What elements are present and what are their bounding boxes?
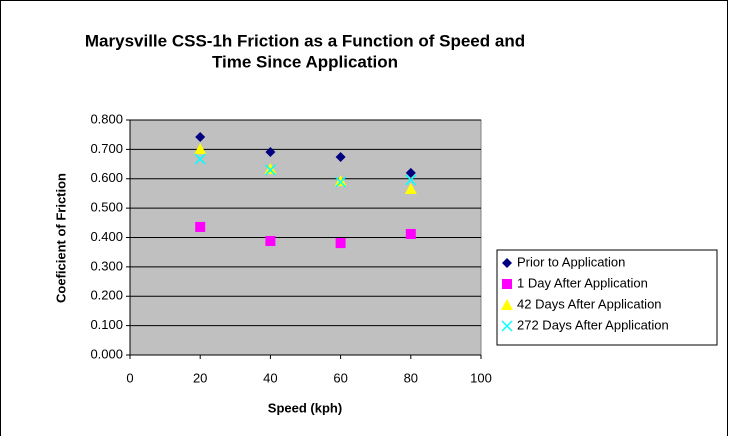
x-tick-label: 40 [263,370,277,385]
y-tick-label: 0.500 [90,200,123,215]
y-tick-label: 0.100 [90,317,123,332]
x-axis-title: Speed (kph) [268,400,342,415]
x-tick-label: 20 [193,370,207,385]
y-tick-label: 0.800 [90,111,123,126]
marker [195,132,206,143]
legend-label: 42 Days After Application [517,296,662,311]
marker [194,143,207,155]
marker [335,176,347,188]
marker [265,147,276,158]
marker [501,320,513,332]
marker [334,175,347,187]
marker [405,174,417,186]
y-tick-label: 0.600 [90,170,123,185]
legend-label: 272 Days After Application [517,317,669,332]
y-tick-label: 0.400 [90,229,123,244]
marker [195,221,206,232]
marker [335,238,346,249]
chart-title: Time Since Application [212,52,398,71]
y-tick-label: 0.700 [90,141,123,156]
x-tick-label: 80 [404,370,418,385]
legend [496,249,718,346]
x-tick-label: 60 [333,370,347,385]
marker [264,163,277,175]
legend-label: Prior to Application [517,254,625,269]
marker [502,258,512,268]
marker [264,164,276,176]
x-tick-label: 100 [470,370,492,385]
chart-title: Marysville CSS-1h Friction as a Function… [85,31,525,50]
marker [405,167,416,178]
marker [335,152,346,163]
legend-label: 1 Day After Application [517,275,648,290]
x-tick-label: 0 [126,370,133,385]
marker [405,228,416,239]
marker [404,183,417,195]
y-tick-label: 0.200 [90,288,123,303]
marker [502,279,512,289]
y-tick-label: 0.300 [90,258,123,273]
marker [501,299,513,310]
y-tick-label: 0.000 [90,346,123,361]
marker [265,236,276,247]
marker [194,153,206,165]
y-axis-title: Coeficient of Friction [53,173,68,303]
